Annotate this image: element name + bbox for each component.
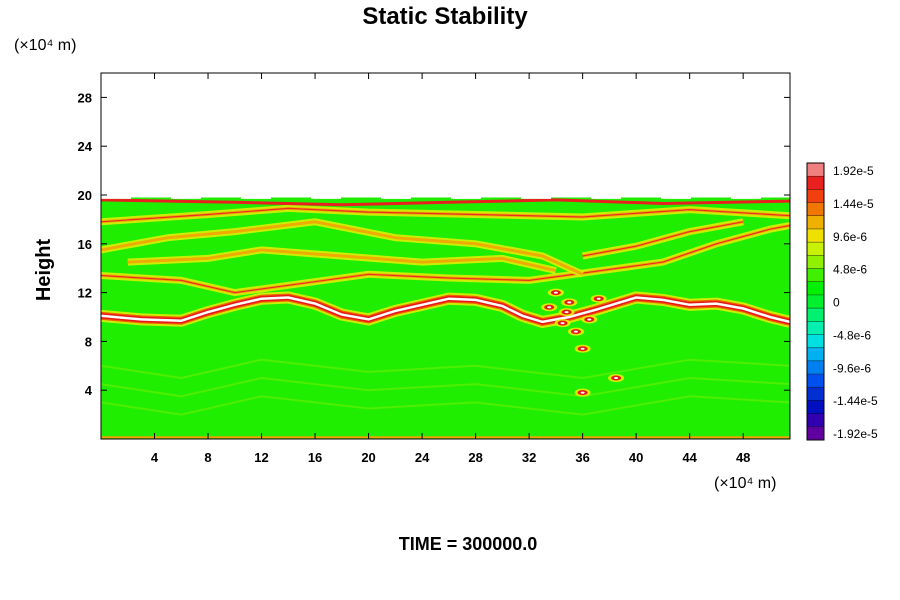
stability-patch-center <box>580 347 585 350</box>
stability-patch-center <box>553 291 558 294</box>
x-tick-label: 12 <box>254 450 268 465</box>
colorbar-label: 0 <box>833 296 840 310</box>
plot-frame <box>100 72 791 440</box>
colorbar-swatch <box>807 413 824 428</box>
x-tick-label: 40 <box>629 450 643 465</box>
y-tick-label: 8 <box>85 334 92 349</box>
stability-band-core <box>127 248 557 273</box>
colorbar-label: -4.8e-6 <box>833 328 871 342</box>
stability-field <box>101 197 790 439</box>
colorbar-swatch <box>807 281 824 296</box>
stability-patch-center <box>580 391 585 394</box>
y-tick-label: 20 <box>78 188 92 203</box>
colorbar-swatch <box>807 374 824 388</box>
colorbar-swatch <box>807 400 824 414</box>
colorbar-swatch <box>807 176 824 190</box>
colorbar-label: -1.92e-5 <box>833 427 878 441</box>
field-texture <box>101 395 790 416</box>
tropopause-core <box>101 296 790 324</box>
field-texture <box>101 358 790 380</box>
x-tick-label: 24 <box>415 450 430 465</box>
x-tick-label: 48 <box>736 450 750 465</box>
x-tick-label: 28 <box>468 450 482 465</box>
colorbar-swatch <box>807 228 824 243</box>
x-tick-label: 4 <box>151 450 159 465</box>
colorbar-swatch <box>807 242 824 256</box>
stability-patch-center <box>560 322 565 325</box>
x-axis-unit: (×10⁴ m) <box>714 475 776 492</box>
y-tick-label: 12 <box>78 286 92 301</box>
colorbar-swatch <box>807 308 824 322</box>
y-tick-label: 16 <box>78 237 92 252</box>
colorbar-label: 1.92e-5 <box>833 164 874 178</box>
field-texture <box>101 376 790 398</box>
x-tick-label: 16 <box>308 450 322 465</box>
colorbar-label: -9.6e-6 <box>833 361 871 375</box>
y-tick-label: 24 <box>78 139 93 154</box>
x-tick-label: 36 <box>575 450 589 465</box>
stability-band-edge <box>582 221 744 257</box>
x-tick-label: 8 <box>204 450 211 465</box>
stability-band-edge <box>101 207 790 223</box>
y-axis-unit: (×10⁴ m) <box>14 37 76 54</box>
colorbar-swatch <box>807 360 824 375</box>
top-edge-band <box>101 198 790 207</box>
colorbar-swatch <box>807 215 824 230</box>
chart-title: Static Stability <box>362 3 528 30</box>
stability-band-core <box>101 220 584 276</box>
stability-patch-center <box>573 330 578 333</box>
x-axis: 4 8 12 16 20 24 28 32 36 40 44 48 <box>151 73 750 465</box>
stability-patch-center <box>547 306 552 309</box>
stability-patch-center <box>614 377 619 379</box>
time-label: TIME = 300000.0 <box>399 534 538 554</box>
colorbar-swatch <box>807 334 824 348</box>
x-tick-label: 20 <box>361 450 375 465</box>
stability-band-edge <box>101 224 790 294</box>
stability-patch-center <box>567 301 572 304</box>
colorbar-frame <box>806 162 825 441</box>
y-axis: 4 8 12 16 20 24 28 <box>78 90 790 398</box>
x-tick-label: 32 <box>522 450 536 465</box>
colorbar-swatch <box>807 202 824 217</box>
stability-patch-center <box>564 311 569 314</box>
colorbar-swatch <box>807 387 824 401</box>
colorbar-swatch <box>807 321 824 335</box>
colorbar-swatch <box>807 268 824 283</box>
colorbar-label: 1.44e-5 <box>833 197 874 211</box>
colorbar-swatch <box>807 255 824 269</box>
colorbar-label: -1.44e-5 <box>833 394 878 408</box>
y-axis-label: Height <box>33 239 55 302</box>
colorbar-swatch <box>807 347 824 362</box>
plot-area <box>100 72 791 440</box>
x-tick-label: 44 <box>682 450 697 465</box>
colorbar-swatch <box>807 163 824 177</box>
colorbar-label: 9.6e-6 <box>833 230 867 244</box>
colorbar-label: 4.8e-6 <box>833 263 867 277</box>
y-tick-label: 4 <box>85 383 93 398</box>
colorbar: 1.92e-5 1.44e-5 9.6e-6 4.8e-6 0 -4.8e-6 -9.6e-… <box>806 162 878 441</box>
colorbar-swatch <box>807 189 824 203</box>
colorbar-swatch <box>807 426 824 441</box>
stability-patch-center <box>587 318 592 321</box>
y-tick-label: 28 <box>78 90 92 105</box>
colorbar-swatch <box>807 294 824 309</box>
stability-patch-center <box>596 297 601 300</box>
